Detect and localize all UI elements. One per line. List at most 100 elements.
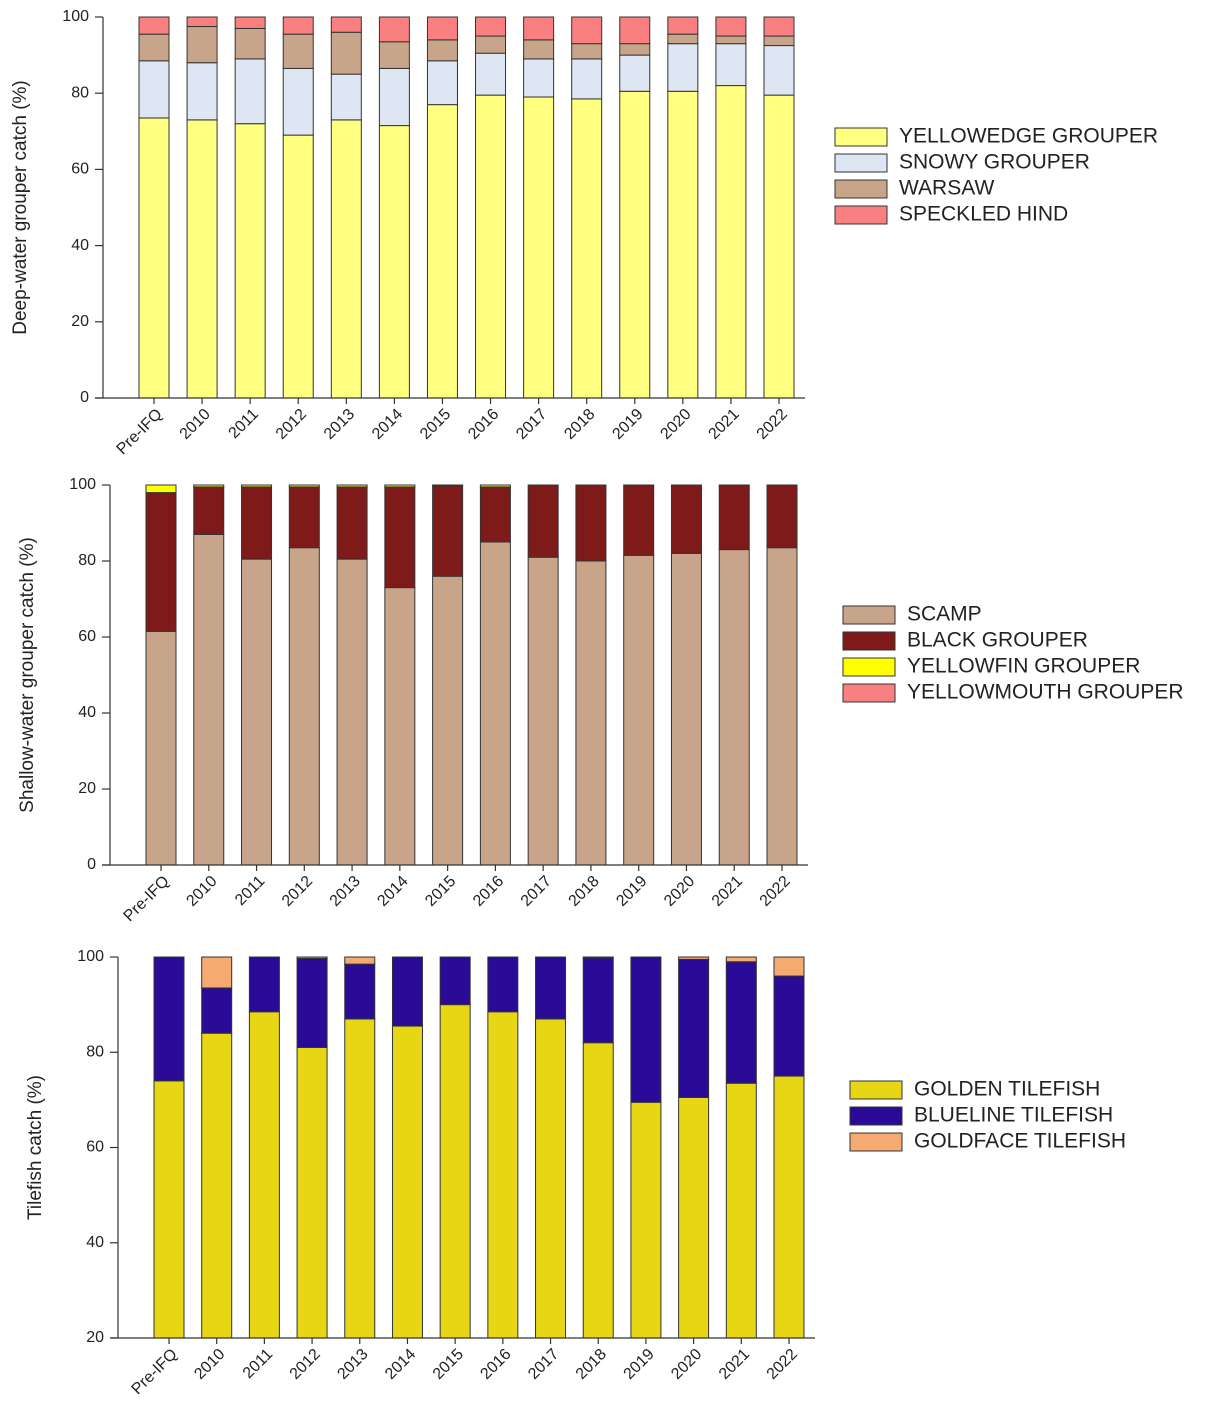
bar-segment [138, 33, 170, 62]
y-tick-label: 80 [78, 552, 96, 569]
y-tick-label: 60 [86, 1139, 104, 1156]
bar-segment [475, 35, 507, 54]
legend-swatch [849, 1132, 903, 1152]
y-tick-label: 40 [78, 704, 96, 721]
y-tick-label: 40 [71, 237, 89, 254]
bar-segment [630, 1101, 662, 1339]
bar-segment [153, 1080, 185, 1339]
bar-segment [426, 39, 458, 62]
bar-segment [201, 987, 233, 1034]
bar-segment [479, 484, 511, 488]
bar-segment [523, 16, 555, 41]
legend-swatch [849, 1080, 903, 1100]
bar-segment [571, 43, 603, 60]
bar-segment [378, 41, 410, 69]
x-tick-label: 2016 [470, 873, 507, 910]
x-tick-label: 2015 [430, 1346, 467, 1383]
x-tick-label: 2017 [513, 406, 550, 443]
bar-segment [330, 16, 362, 33]
bar-segment [763, 35, 795, 47]
bar-segment [282, 33, 314, 69]
x-tick-label: 2014 [369, 406, 406, 443]
x-tick-label: 2020 [661, 873, 698, 910]
bar-segment [718, 484, 750, 551]
bar-segment [145, 484, 177, 494]
bar-segment [582, 956, 614, 959]
bar-segment [145, 630, 177, 866]
bar-segment [282, 67, 314, 136]
bar-segment [234, 123, 266, 399]
bar-segment [571, 98, 603, 399]
bar-segment [718, 549, 750, 866]
bar-segment [330, 31, 362, 75]
legend-swatch [842, 657, 896, 677]
x-tick-label: 2019 [609, 406, 646, 443]
y-tick-label: 0 [80, 389, 89, 406]
bar-segment [241, 486, 273, 560]
bar-segment [344, 956, 376, 965]
legend-label: GOLDEN TILEFISH [914, 1078, 1100, 1101]
bar-segment [773, 1075, 805, 1339]
bar-segment [523, 58, 555, 98]
bar-segment [667, 90, 699, 399]
y-tick-label: 60 [71, 161, 89, 178]
legend-swatch [834, 205, 888, 225]
bar-segment [667, 16, 699, 35]
bar-segment [241, 558, 273, 866]
y-axis-label: Shallow-water grouper catch (%) [17, 537, 38, 813]
bar-segment [432, 484, 464, 487]
bar-segment [391, 956, 423, 1027]
x-tick-label: Pre-IFQ [129, 1346, 181, 1398]
legend-label: GOLDFACE TILEFISH [914, 1130, 1126, 1153]
legend-label: YELLOWFIN GROUPER [907, 655, 1140, 678]
bar-segment [487, 1011, 519, 1339]
bar-segment [619, 16, 651, 45]
bar-segment [384, 484, 416, 488]
legend-swatch [842, 631, 896, 651]
bar-segment [282, 16, 314, 35]
x-tick-label: 2022 [764, 1346, 801, 1383]
bar-segment [432, 575, 464, 866]
bar-segment [234, 58, 266, 125]
bar-segment [773, 975, 805, 1077]
x-tick-label: 2012 [287, 1346, 324, 1383]
y-axis-label: Tilefish catch (%) [25, 1075, 46, 1220]
bar-segment [479, 541, 511, 866]
legend-label: BLACK GROUPER [907, 629, 1088, 652]
bar-segment [715, 43, 747, 87]
x-tick-label: 2021 [709, 873, 746, 910]
bar-segment [715, 35, 747, 45]
x-tick-label: 2013 [321, 406, 358, 443]
legend-swatch [849, 1106, 903, 1126]
legend-label: SPECKLED HIND [899, 203, 1068, 226]
x-tick-label: 2016 [465, 406, 502, 443]
x-tick-label: 2015 [422, 873, 459, 910]
bar-segment [763, 45, 795, 96]
bar-segment [619, 90, 651, 399]
bar-segment [773, 956, 805, 977]
bar-segment [186, 119, 218, 399]
bar-segment [186, 16, 218, 28]
bar-segment [678, 1096, 710, 1339]
x-tick-label: 2018 [561, 406, 598, 443]
bar-segment [145, 492, 177, 632]
bar-segment [571, 16, 603, 45]
x-tick-label: 2010 [191, 1346, 228, 1383]
x-tick-label: 2016 [477, 1346, 514, 1383]
x-tick-label: 2018 [566, 873, 603, 910]
bar-segment [193, 486, 225, 535]
y-tick-label: 20 [71, 313, 89, 330]
bar-segment [766, 484, 798, 549]
bar-segment [582, 957, 614, 1044]
legend-label: YELLOWMOUTH GROUPER [907, 681, 1184, 704]
bar-segment [725, 1082, 757, 1339]
bar-segment [535, 956, 567, 1020]
bar-segment [234, 27, 266, 60]
x-tick-label: 2021 [706, 406, 743, 443]
y-axis-label: Deep-water grouper catch (%) [10, 80, 31, 335]
bar-segment [535, 1018, 567, 1339]
bar-segment [153, 956, 185, 1082]
bar-segment [619, 54, 651, 92]
bar-segment [439, 956, 471, 1006]
bar-segment [715, 85, 747, 399]
